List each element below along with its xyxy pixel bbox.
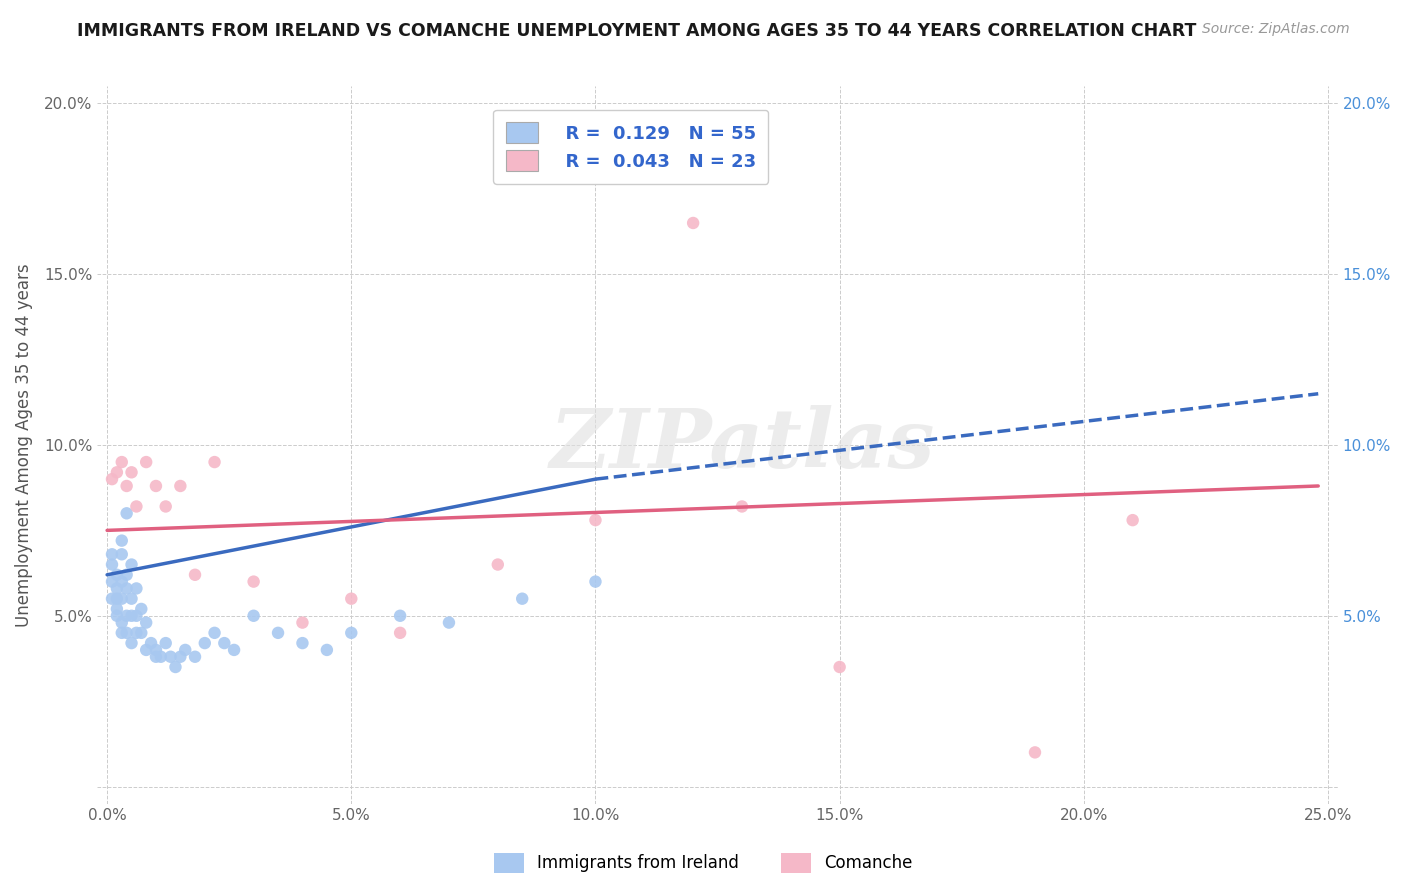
Point [633, 130, 655, 145]
Point [267, 625, 290, 640]
Point [184, 567, 207, 582]
Point [129, 602, 152, 616]
Legend: Immigrants from Ireland, Comanche: Immigrants from Ireland, Comanche [486, 847, 920, 880]
Point [204, 625, 226, 640]
Text: ZIPatlas: ZIPatlas [550, 405, 935, 485]
Point [340, 625, 363, 640]
Point [585, 513, 607, 527]
Point [101, 472, 124, 486]
Point [159, 649, 181, 664]
Point [1024, 745, 1046, 759]
Point [101, 591, 124, 606]
Point [111, 615, 134, 630]
Y-axis label: Unemployment Among Ages 35 to 44 years: Unemployment Among Ages 35 to 44 years [15, 263, 32, 627]
Point [731, 500, 754, 514]
Point [121, 636, 143, 650]
Point [105, 465, 128, 479]
Point [169, 649, 191, 664]
Point [111, 625, 134, 640]
Legend:   R =  0.129   N = 55,   R =  0.043   N = 23: R = 0.129 N = 55, R = 0.043 N = 23 [494, 110, 769, 184]
Point [125, 625, 148, 640]
Point [135, 643, 157, 657]
Point [242, 608, 264, 623]
Point [1122, 513, 1144, 527]
Point [155, 500, 177, 514]
Point [111, 574, 134, 589]
Point [115, 625, 138, 640]
Point [682, 216, 704, 230]
Point [165, 660, 187, 674]
Point [115, 567, 138, 582]
Point [145, 643, 167, 657]
Point [115, 479, 138, 493]
Point [105, 602, 128, 616]
Point [174, 643, 197, 657]
Point [125, 582, 148, 596]
Point [155, 636, 177, 650]
Point [111, 591, 134, 606]
Point [105, 567, 128, 582]
Point [105, 582, 128, 596]
Point [101, 558, 124, 572]
Point [291, 615, 314, 630]
Point [214, 636, 236, 650]
Point [389, 625, 412, 640]
Text: Source: ZipAtlas.com: Source: ZipAtlas.com [1202, 22, 1350, 37]
Point [105, 591, 128, 606]
Point [145, 479, 167, 493]
Point [242, 574, 264, 589]
Point [169, 479, 191, 493]
Point [121, 558, 143, 572]
Point [135, 455, 157, 469]
Point [510, 591, 533, 606]
Point [111, 455, 134, 469]
Point [101, 574, 124, 589]
Point [121, 591, 143, 606]
Point [101, 547, 124, 561]
Point [121, 608, 143, 623]
Point [184, 649, 207, 664]
Point [828, 660, 851, 674]
Point [111, 533, 134, 548]
Point [222, 643, 245, 657]
Point [115, 582, 138, 596]
Point [389, 608, 412, 623]
Point [585, 574, 607, 589]
Point [204, 455, 226, 469]
Point [121, 465, 143, 479]
Point [145, 649, 167, 664]
Point [125, 608, 148, 623]
Point [135, 615, 157, 630]
Point [111, 547, 134, 561]
Point [115, 506, 138, 520]
Point [340, 591, 363, 606]
Point [105, 608, 128, 623]
Point [486, 558, 509, 572]
Point [115, 608, 138, 623]
Text: IMMIGRANTS FROM IRELAND VS COMANCHE UNEMPLOYMENT AMONG AGES 35 TO 44 YEARS CORRE: IMMIGRANTS FROM IRELAND VS COMANCHE UNEM… [77, 22, 1197, 40]
Point [437, 615, 460, 630]
Point [194, 636, 217, 650]
Point [149, 649, 172, 664]
Point [125, 500, 148, 514]
Point [291, 636, 314, 650]
Point [315, 643, 337, 657]
Point [139, 636, 162, 650]
Point [129, 625, 152, 640]
